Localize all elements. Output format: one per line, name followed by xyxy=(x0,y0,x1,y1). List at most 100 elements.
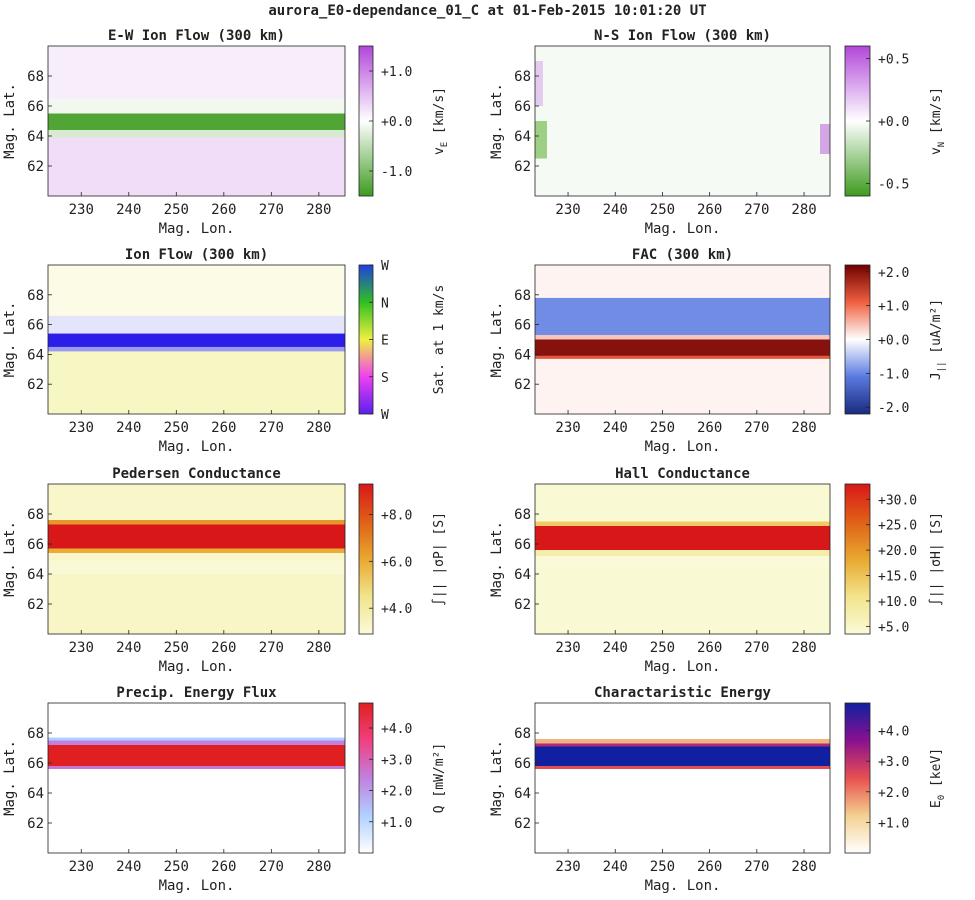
heatmap-band xyxy=(535,355,830,359)
heatmap-band xyxy=(535,769,830,853)
colorbar-label: vN [km/s] xyxy=(929,87,947,155)
x-tick-label: 250 xyxy=(164,859,189,875)
colorbar-tick-label: +1.0 xyxy=(878,300,909,315)
colorbar xyxy=(844,264,871,415)
x-tick-label: 270 xyxy=(744,640,769,656)
plot-frame xyxy=(47,264,346,415)
y-tick-label: 68 xyxy=(514,726,531,742)
heatmap-band xyxy=(48,98,345,114)
heatmap-band xyxy=(535,339,830,356)
colorbar-label-main: Q [mW/m²] xyxy=(432,743,447,813)
x-tick-label: 230 xyxy=(555,202,580,218)
colorbar-tick-label: +3.0 xyxy=(878,755,909,770)
heatmap-band xyxy=(48,520,345,525)
y-axis-label: Mag. Lat. xyxy=(2,302,18,378)
colorbar-tick-label: +4.0 xyxy=(381,722,412,737)
colorbar-label-main: J xyxy=(929,372,944,380)
y-tick-label: 62 xyxy=(514,597,531,613)
colorbar-tick-label: +30.0 xyxy=(878,493,917,508)
panel-title: Pedersen Conductance xyxy=(112,466,281,482)
y-tick-label: 62 xyxy=(27,597,44,613)
colorbar-tick-label: -0.5 xyxy=(878,178,909,193)
y-tick-label: 64 xyxy=(514,347,531,363)
y-tick-label: 62 xyxy=(27,159,44,175)
x-tick-label: 260 xyxy=(211,420,236,436)
y-tick-label: 62 xyxy=(514,377,531,393)
x-tick-label: 260 xyxy=(211,640,236,656)
heatmap-band xyxy=(535,265,830,298)
colorbar-label-main: E xyxy=(929,800,944,808)
plot-frame xyxy=(47,483,346,635)
colorbar-tick-label: +0.5 xyxy=(878,53,909,68)
colorbar-label-main: v xyxy=(929,147,944,155)
colorbar-label-sub: E xyxy=(440,142,450,147)
panel-title: Hall Conductance xyxy=(615,466,750,482)
y-axis-label: Mag. Lat. xyxy=(489,740,505,816)
x-tick-label: 280 xyxy=(791,420,816,436)
heatmap-edge-feature xyxy=(820,124,830,154)
heatmap-band xyxy=(535,746,830,766)
colorbar xyxy=(844,702,871,854)
y-tick-label: 66 xyxy=(514,537,531,553)
heatmap-band xyxy=(48,745,345,766)
colorbar-tick-label: +4.0 xyxy=(381,602,412,617)
x-tick-label: 250 xyxy=(164,420,189,436)
heatmap-band xyxy=(535,568,830,634)
x-tick-label: 240 xyxy=(116,420,141,436)
heatmap-band xyxy=(48,766,345,769)
heatmap-band xyxy=(48,130,345,138)
heatmap-band xyxy=(48,315,345,334)
colorbar-tick-label: W xyxy=(381,408,389,423)
heatmap-band xyxy=(48,137,345,196)
x-tick-label: 250 xyxy=(650,420,675,436)
colorbar-label: E0 [keV] xyxy=(929,748,947,808)
x-tick-label: 250 xyxy=(650,202,675,218)
plot-frame xyxy=(534,45,831,197)
x-tick-label: 280 xyxy=(791,859,816,875)
colorbar-tick-label: W xyxy=(381,259,389,274)
colorbar-tick-label: -2.0 xyxy=(878,401,909,416)
x-tick-label: 230 xyxy=(555,420,580,436)
y-tick-label: 66 xyxy=(514,318,531,334)
x-tick-label: 270 xyxy=(259,640,284,656)
colorbar-tick-label: +0.0 xyxy=(878,334,909,349)
colorbar-label: ∫|| |σP| [S] xyxy=(431,512,447,606)
x-axis-label: Mag. Lon. xyxy=(645,659,721,675)
x-tick-label: 230 xyxy=(69,859,94,875)
x-tick-label: 240 xyxy=(603,202,628,218)
colorbar-tick-label: S xyxy=(381,371,389,386)
panel-4: FAC (300 km) 230 240 250 260 270 280 Mag. Lon. 6… xyxy=(489,247,947,455)
y-axis-label: Mag. Lat. xyxy=(489,521,505,597)
y-tick-label: 68 xyxy=(514,507,531,523)
colorbar-tick-label: +1.0 xyxy=(381,816,412,831)
y-tick-label: 68 xyxy=(514,288,531,304)
colorbar xyxy=(358,702,374,854)
panel-title: Ion Flow (300 km) xyxy=(125,247,268,263)
panel-title: Charactaristic Energy xyxy=(594,685,772,701)
colorbar-tick-label: -1.0 xyxy=(381,165,412,180)
x-axis-label: Mag. Lon. xyxy=(159,221,235,237)
heatmap-band xyxy=(535,297,830,336)
y-axis-label: Mag. Lat. xyxy=(2,740,18,816)
x-tick-label: 250 xyxy=(650,640,675,656)
x-axis-label: Mag. Lon. xyxy=(645,878,721,894)
y-axis-label: Mag. Lat. xyxy=(2,83,18,159)
panel-title: Precip. Energy Flux xyxy=(116,685,277,701)
panel-8: Charactaristic Energy 230 240 250 260 270 280 M… xyxy=(489,685,947,894)
heatmap-band xyxy=(48,265,345,316)
x-tick-label: 240 xyxy=(603,859,628,875)
colorbar-tick-label: +6.0 xyxy=(381,555,412,570)
x-tick-label: 230 xyxy=(555,859,580,875)
colorbar-tick-label: +2.0 xyxy=(878,786,909,801)
heatmap-band xyxy=(48,740,345,745)
y-tick-label: 66 xyxy=(514,756,531,772)
colorbar-tick-label: +2.0 xyxy=(878,266,909,281)
heatmap-band xyxy=(48,548,345,553)
heatmap-edge-feature xyxy=(535,121,547,159)
x-tick-label: 280 xyxy=(306,202,331,218)
y-tick-label: 68 xyxy=(27,726,44,742)
x-tick-label: 280 xyxy=(791,640,816,656)
y-tick-label: 62 xyxy=(27,816,44,832)
heatmap-band xyxy=(48,553,345,561)
heatmap-band xyxy=(48,703,345,738)
